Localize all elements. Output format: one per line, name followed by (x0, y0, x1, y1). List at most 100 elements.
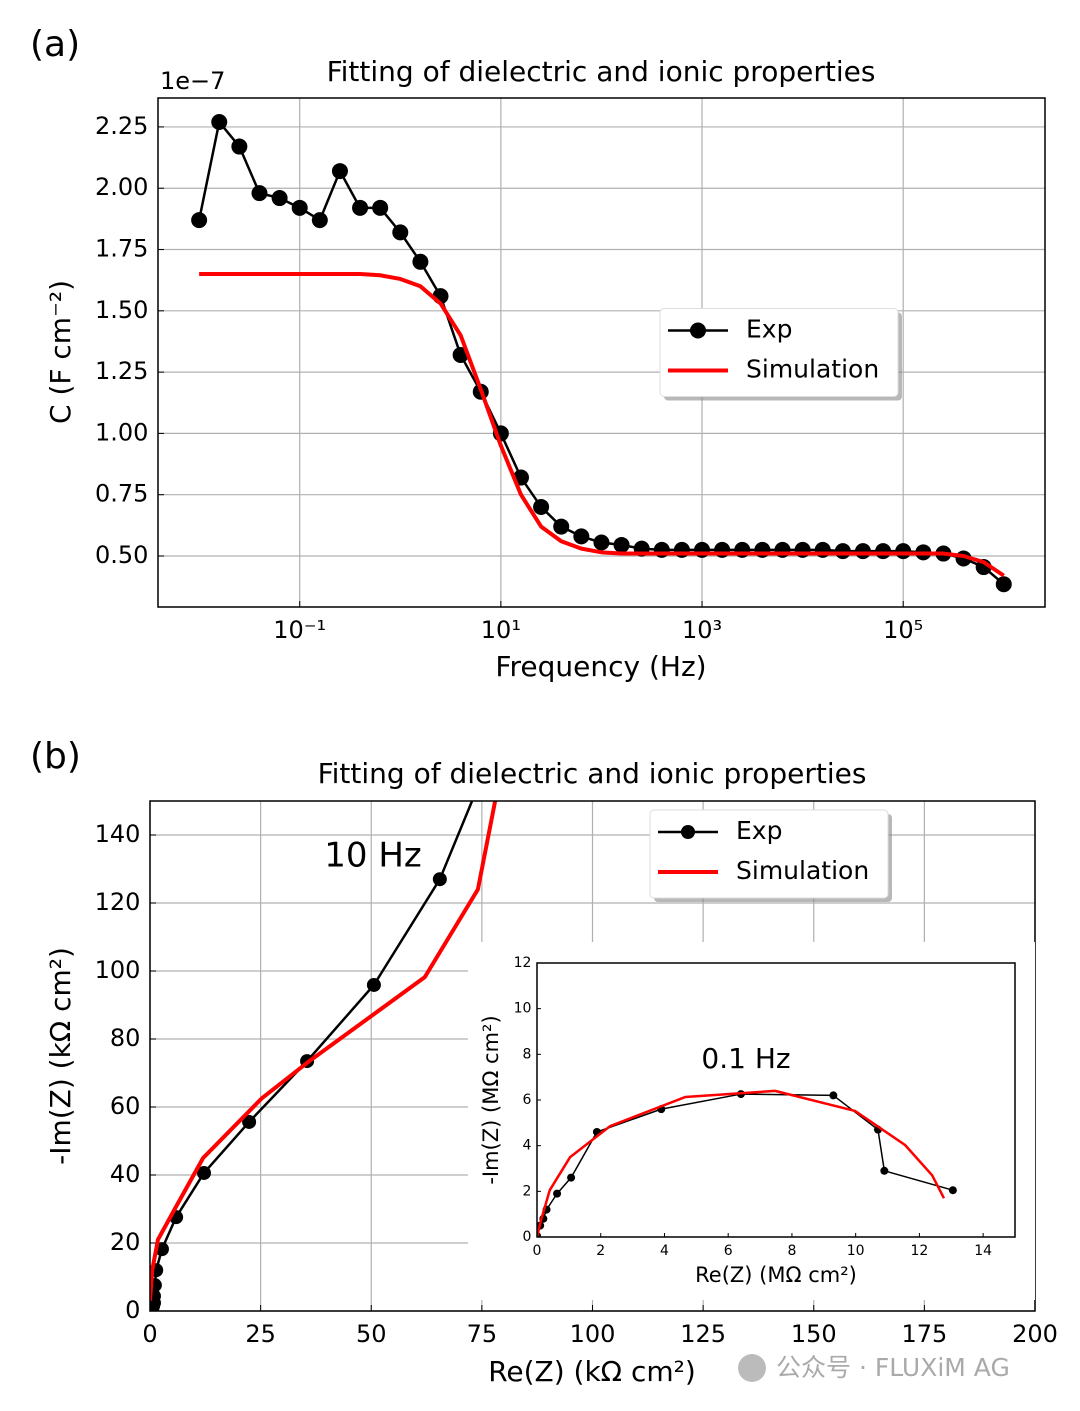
data-point (880, 1166, 889, 1175)
data-point (150, 1289, 161, 1304)
data-point (567, 1173, 576, 1182)
x-tick-label: 200 (1012, 1320, 1058, 1348)
x-tick-label: 10 (847, 1243, 865, 1259)
y-tick-label: 140 (95, 820, 141, 848)
x-tick-label: 25 (245, 1320, 276, 1348)
data-point (553, 1189, 562, 1198)
annotation: 0.1 Hz (701, 1042, 790, 1075)
data-point (251, 185, 268, 202)
x-axis-label: Frequency (Hz) (495, 650, 706, 683)
y-axis-label: C (F cm⁻²) (44, 280, 77, 424)
x-axis-label: Re(Z) (MΩ cm²) (695, 1263, 857, 1287)
y-tick-label: 0 (125, 1296, 140, 1324)
data-point (271, 190, 288, 207)
y-tick-label: 80 (110, 1024, 141, 1052)
axes-frame (157, 97, 1046, 608)
data-point (875, 543, 892, 560)
x-tick-label: 8 (787, 1243, 796, 1259)
data-point (948, 1186, 957, 1195)
x-tick-label: 6 (724, 1243, 733, 1259)
y-tick-label: 2 (522, 1183, 531, 1199)
data-point (372, 199, 389, 216)
x-tick-label: 150 (791, 1320, 837, 1348)
legend-label: Simulation (736, 856, 869, 885)
legend-marker (690, 322, 706, 339)
data-point (834, 543, 851, 560)
data-point (829, 1091, 838, 1100)
y-tick-label: 1.50 (95, 296, 148, 324)
series-line (150, 801, 498, 1301)
x-tick-label: 10⁻¹ (273, 616, 326, 644)
data-point (412, 253, 429, 270)
annotation: 10 Hz (324, 836, 421, 876)
data-point (231, 138, 248, 155)
chart-title: Fitting of dielectric and ionic properti… (327, 55, 876, 88)
inset-background (468, 942, 1035, 1300)
y-tick-label: 10 (514, 1001, 532, 1017)
y-axis-label: -Im(Z) (MΩ cm²) (479, 1015, 503, 1184)
y-tick-label: 2.25 (95, 112, 148, 140)
data-point (242, 1114, 257, 1129)
y-tick-label: 8 (522, 1046, 531, 1062)
data-point (196, 1165, 211, 1180)
x-tick-label: 10⁵ (883, 616, 923, 644)
y-tick-label: 4 (522, 1138, 531, 1154)
series-line (151, 801, 474, 1310)
y-tick-label: 0.75 (95, 480, 148, 508)
data-point (533, 498, 550, 515)
y-tick-label: 12 (514, 955, 532, 971)
data-point (191, 212, 208, 229)
data-point (311, 212, 328, 229)
data-point (854, 543, 871, 560)
data-point (593, 534, 610, 551)
watermark: 公众号 · FLUXiM AG (776, 1353, 1010, 1382)
y-tick-label: 40 (110, 1160, 141, 1188)
data-point (895, 543, 912, 560)
x-tick-label: 50 (356, 1320, 387, 1348)
x-tick-label: 0 (142, 1320, 157, 1348)
data-point (432, 872, 447, 887)
data-point (613, 536, 630, 553)
data-point (331, 163, 348, 180)
x-tick-label: 0 (533, 1243, 542, 1259)
series-line (199, 272, 1005, 578)
legend-label: Exp (736, 816, 782, 845)
y-tick-label: 20 (110, 1228, 141, 1256)
legend-marker (681, 825, 695, 839)
x-tick-label: 10³ (682, 616, 722, 644)
y-tick-label: 0.50 (95, 541, 148, 569)
y-tick-label: 60 (110, 1092, 141, 1120)
x-tick-label: 2 (596, 1243, 605, 1259)
series-line (537, 1089, 946, 1237)
watermark-icon (738, 1354, 766, 1382)
data-point (392, 224, 409, 241)
data-point (211, 114, 228, 131)
y-tick-label: 1.25 (95, 357, 148, 385)
x-tick-label: 14 (974, 1243, 992, 1259)
x-axis-label: Re(Z) (kΩ cm²) (488, 1355, 696, 1388)
y-offset-label: 1e−7 (160, 67, 225, 95)
y-tick-label: 1.75 (95, 235, 148, 263)
axes-frame (536, 962, 1016, 1238)
panel-label: (a) (30, 24, 80, 65)
y-tick-label: 120 (95, 888, 141, 916)
data-point (352, 199, 369, 216)
data-point (573, 528, 590, 545)
x-tick-label: 100 (570, 1320, 616, 1348)
x-tick-label: 4 (660, 1243, 669, 1259)
y-tick-label: 0 (522, 1229, 531, 1245)
legend-label: Simulation (746, 355, 879, 384)
x-tick-label: 175 (901, 1320, 947, 1348)
chart-title: Fitting of dielectric and ionic properti… (318, 757, 867, 790)
panel-label: (b) (30, 736, 81, 777)
y-tick-label: 6 (522, 1092, 531, 1108)
data-point (995, 576, 1012, 593)
data-point (366, 977, 381, 992)
y-tick-label: 1.00 (95, 418, 148, 446)
data-point (291, 199, 308, 216)
x-tick-label: 125 (680, 1320, 726, 1348)
y-tick-label: 2.00 (95, 173, 148, 201)
y-tick-label: 100 (95, 956, 141, 984)
legend-label: Exp (746, 315, 792, 344)
